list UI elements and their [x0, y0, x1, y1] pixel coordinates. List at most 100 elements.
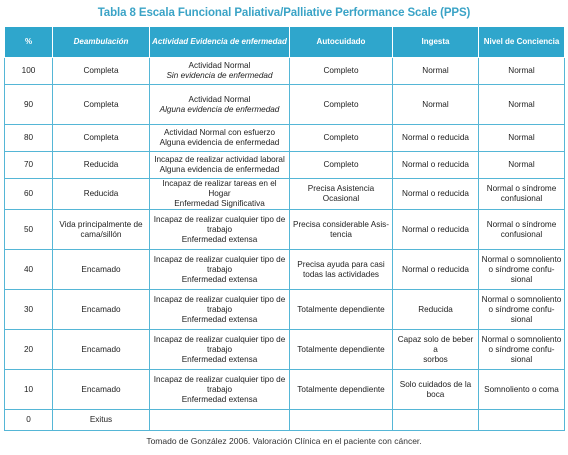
deambulacion-cell: Encamado [52, 249, 150, 290]
autocuidado-cell: Completo [289, 84, 393, 125]
actividad-line: Incapaz de realizar cualquier tipo de [153, 214, 286, 224]
actividad-line: trabajo [206, 304, 233, 314]
actividad-line: Incapaz de realizar cualquier tipo de [153, 374, 286, 384]
actividad-cell: Incapaz de realizar cualquier tipo de tr… [149, 249, 290, 290]
conciencia-cell: Normal [478, 124, 565, 152]
empty-cell [289, 409, 393, 431]
empty-cell [149, 409, 290, 431]
pct-cell: 0 [4, 409, 53, 431]
actividad-line: Incapaz de realizar cualquier tipo de [153, 294, 286, 304]
actividad-line: Incapaz de realizar cualquier tipo de [153, 334, 286, 344]
actividad-line: trabajo [206, 264, 233, 274]
ingesta-cell: Normal o reducida [392, 151, 479, 179]
pct-cell: 60 [4, 178, 53, 210]
table-row: 60 Reducida Incapaz de realizar tareas e… [4, 178, 565, 210]
conciencia-cell: Somnoliento o coma [478, 369, 565, 410]
header-pct: % [4, 26, 53, 58]
pct-cell: 10 [4, 369, 53, 410]
autocuidado-cell: Precisa ayuda para casi todas las activi… [289, 249, 393, 290]
empty-cell [478, 409, 565, 431]
autocuidado-cell: Completo [289, 124, 393, 152]
deambulacion-cell: Encamado [52, 289, 150, 330]
header-deambulacion: Deambulación [52, 26, 150, 58]
deambulacion-cell: Encamado [52, 329, 150, 370]
header-actividad: Actividad Evidencia de enfermedad [149, 26, 290, 58]
pct-cell: 40 [4, 249, 53, 290]
table-row: 10 Encamado Incapaz de realizar cualquie… [4, 369, 565, 410]
deambulacion-line: cama/sillón [80, 229, 122, 239]
table-row: 30 Encamado Incapaz de realizar cualquie… [4, 289, 565, 330]
conciencia-line: o síndrome confu- [488, 344, 555, 354]
ingesta-cell: Capaz solo de beber a sorbos [392, 329, 479, 370]
actividad-cell: Incapaz de realizar cualquier tipo de tr… [149, 209, 290, 250]
actividad-line: trabajo [206, 344, 233, 354]
conciencia-cell: Normal [478, 57, 565, 85]
ingesta-line: Capaz solo de beber a [397, 334, 474, 354]
autocuidado-line: tencia [330, 229, 352, 239]
conciencia-line: sional [510, 354, 533, 364]
table-row: 100 Completa Actividad Normal Sin eviden… [4, 57, 565, 85]
ingesta-cell: Normal [392, 84, 479, 125]
evidencia-line: Enfermedad extensa [181, 394, 258, 404]
conciencia-cell: Normal o somnoliento o síndrome confu- s… [478, 249, 565, 290]
evidencia-line: Sin evidencia de enfermedad [166, 71, 273, 80]
pct-cell: 20 [4, 329, 53, 370]
pct-cell: 50 [4, 209, 53, 250]
actividad-cell: Actividad Normal con esfuerzo Alguna evi… [149, 124, 290, 152]
evidencia-line: Enfermedad extensa [181, 314, 258, 324]
conciencia-cell: Normal o síndrome confusional [478, 178, 565, 210]
conciencia-cell: Normal o somnoliento o síndrome confu- s… [478, 289, 565, 330]
ingesta-cell: Normal o reducida [392, 249, 479, 290]
actividad-line: Actividad Normal con esfuerzo [163, 128, 276, 137]
conciencia-cell: Normal [478, 151, 565, 179]
autocuidado-cell: Completo [289, 57, 393, 85]
ingesta-cell: Normal [392, 57, 479, 85]
actividad-cell: Incapaz de realizar cualquier tipo de tr… [149, 329, 290, 370]
deambulacion-line: Vida principalmente de [59, 219, 143, 229]
actividad-cell: Incapaz de realizar tareas en el Hogar E… [149, 178, 290, 210]
pct-cell: 30 [4, 289, 53, 330]
conciencia-line: confusional [500, 194, 543, 203]
autocuidado-line: todas las actividades [302, 269, 379, 279]
actividad-cell: Incapaz de realizar cualquier tipo de tr… [149, 289, 290, 330]
autocuidado-cell: Precisa Asistencia Ocasional [289, 178, 393, 210]
actividad-cell: Actividad Normal Alguna evidencia de enf… [149, 84, 290, 125]
pct-cell: 100 [4, 57, 53, 85]
evidencia-line: Enfermedad extensa [181, 274, 258, 284]
autocuidado-line: Precisa considerable Asis- [292, 219, 390, 229]
header-ingesta: Ingesta [392, 26, 479, 58]
deambulacion-cell: Encamado [52, 369, 150, 410]
conciencia-cell: Normal o síndrome confusional [478, 209, 565, 250]
autocuidado-cell: Totalmente dependiente [289, 329, 393, 370]
table-row: 40 Encamado Incapaz de realizar cualquie… [4, 249, 565, 290]
conciencia-line: Normal o síndrome [486, 219, 557, 229]
deambulacion-cell: Completa [52, 124, 150, 152]
conciencia-line: confusional [500, 229, 543, 239]
table-title: Tabla 8 Escala Funcional Paliativa/Palli… [97, 7, 471, 19]
ingesta-line: sorbos [423, 354, 448, 364]
deambulacion-cell: Vida principalmente de cama/sillón [52, 209, 150, 250]
conciencia-line: sional [510, 314, 533, 324]
evidencia-line: Alguna evidencia de enfermedad [159, 165, 280, 174]
evidencia-line: Enfermedad Significativa [174, 199, 265, 208]
actividad-line: trabajo [206, 224, 233, 234]
actividad-cell: Incapaz de realizar actividad laboral Al… [149, 151, 290, 179]
actividad-line: trabajo [206, 384, 233, 394]
autocuidado-cell: Completo [289, 151, 393, 179]
pps-table: % Deambulación Actividad Evidencia de en… [4, 26, 565, 431]
evidencia-line: Alguna evidencia de enfermedad [159, 104, 280, 114]
header-autocuidado: Autocuidado [289, 26, 393, 58]
actividad-line: Actividad Normal [188, 61, 251, 70]
conciencia-line: o síndrome confu- [488, 304, 555, 314]
deambulacion-cell: Completa [52, 84, 150, 125]
autocuidado-cell: Precisa considerable Asis- tencia [289, 209, 393, 250]
header-row: % Deambulación Actividad Evidencia de en… [4, 26, 565, 58]
actividad-cell: Actividad Normal Sin evidencia de enferm… [149, 57, 290, 85]
conciencia-line: Normal o somnoliento [481, 334, 562, 344]
actividad-line: Incapaz de realizar cualquier tipo de [153, 254, 286, 264]
header-conciencia: Nivel de Conciencia [478, 26, 565, 58]
actividad-line: Incapaz de realizar tareas en el Hogar [162, 179, 277, 198]
deambulacion-cell: Reducida [52, 178, 150, 210]
conciencia-line: Normal o somnoliento [481, 254, 562, 264]
actividad-line: Incapaz de realizar actividad laboral [154, 155, 285, 164]
